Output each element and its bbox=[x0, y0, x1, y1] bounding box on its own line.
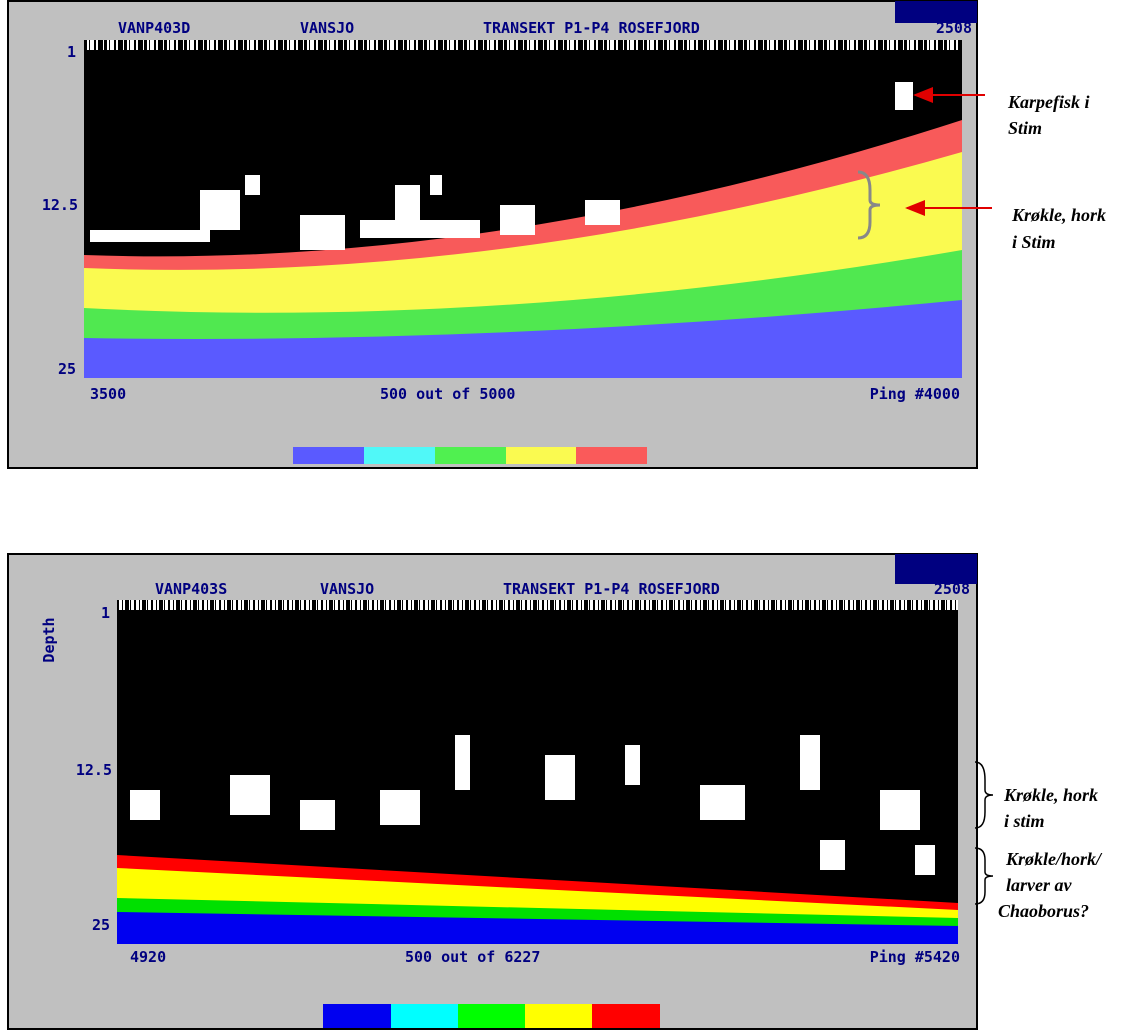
echogram-panel: VANP403D VANSJO TRANSEKT P1-P4 ROSEFJORD… bbox=[7, 0, 1106, 469]
file-name: VANP403D bbox=[118, 19, 190, 37]
ping-start: 4920 bbox=[130, 948, 166, 966]
header-number: 2508 bbox=[936, 19, 972, 37]
axis-title: Depth bbox=[40, 617, 58, 662]
text-line: Krøkle, hork bbox=[1003, 785, 1098, 805]
annotation: Krøkle, hork i stim bbox=[1003, 785, 1098, 831]
text-line: Krøkle, hork bbox=[1011, 205, 1106, 225]
status-box bbox=[895, 1, 977, 23]
annotation: Krøkle, hork i Stim bbox=[1011, 205, 1106, 252]
ping-number: Ping #5420 bbox=[870, 948, 960, 966]
ping-range: 500 out of 5000 bbox=[380, 385, 515, 403]
transect-name: TRANSEKT P1-P4 ROSEFJORD bbox=[503, 580, 720, 598]
text-line: i stim bbox=[1004, 811, 1045, 831]
text-line: i Stim bbox=[1012, 232, 1056, 252]
lake-name: VANSJO bbox=[320, 580, 374, 598]
fish-echoes bbox=[90, 82, 913, 250]
text-line: Karpefisk i bbox=[1007, 92, 1090, 112]
annotation: Karpefisk i Stim bbox=[1007, 92, 1090, 138]
header-number: 2508 bbox=[934, 580, 970, 598]
brace bbox=[974, 761, 994, 829]
depth-label: 25 bbox=[92, 916, 110, 934]
text-line: Krøkle/hork/ bbox=[1005, 849, 1103, 869]
depth-label: 12.5 bbox=[42, 196, 78, 214]
ping-strip bbox=[117, 600, 958, 610]
transect-name: TRANSEKT P1-P4 ROSEFJORD bbox=[483, 19, 700, 37]
ping-start: 3500 bbox=[90, 385, 126, 403]
color-scale bbox=[293, 447, 647, 464]
brace bbox=[974, 847, 994, 905]
echogram-panel: VANP403S VANSJO TRANSEKT P1-P4 ROSEFJORD… bbox=[7, 553, 1103, 1030]
color-scale bbox=[323, 1004, 660, 1028]
status-box bbox=[895, 554, 977, 584]
bottom-echo bbox=[84, 300, 962, 378]
depth-label: 1 bbox=[67, 43, 76, 61]
brace bbox=[857, 170, 881, 240]
ping-range: 500 out of 6227 bbox=[405, 948, 540, 966]
lake-name: VANSJO bbox=[300, 19, 354, 37]
file-name: VANP403S bbox=[155, 580, 227, 598]
text-line: Chaoborus? bbox=[998, 901, 1089, 921]
bottom-echo bbox=[117, 912, 958, 944]
text-line: Stim bbox=[1008, 118, 1042, 138]
annotation: Krøkle/hork/larver av Chaoborus? bbox=[998, 849, 1103, 921]
depth-label: 25 bbox=[58, 360, 76, 378]
ping-number: Ping #4000 bbox=[870, 385, 960, 403]
depth-label: 12.5 bbox=[76, 761, 112, 779]
text-line: larver av bbox=[1006, 875, 1072, 895]
fish-echoes bbox=[130, 735, 935, 875]
depth-label: 1 bbox=[101, 604, 110, 622]
